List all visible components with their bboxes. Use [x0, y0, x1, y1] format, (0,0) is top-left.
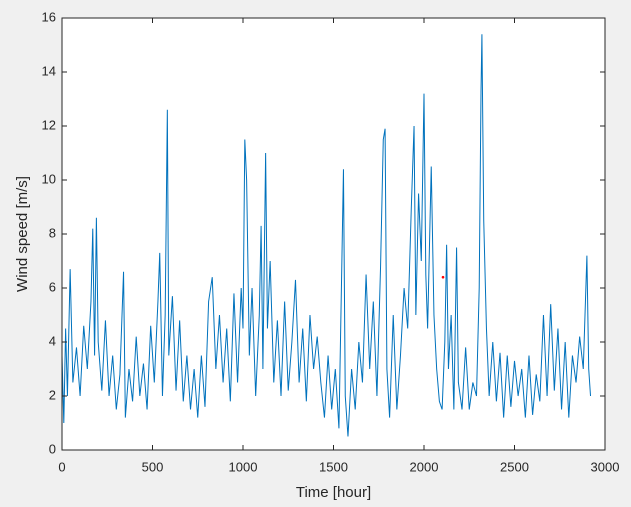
- x-tick-label: 1500: [319, 459, 348, 474]
- y-tick-label: 4: [49, 333, 56, 348]
- y-tick-label: 0: [49, 441, 56, 456]
- y-tick-label: 16: [42, 9, 56, 24]
- x-tick-label: 1000: [229, 459, 258, 474]
- y-tick-label: 10: [42, 171, 56, 186]
- x-tick-label: 500: [142, 459, 164, 474]
- y-tick-label: 6: [49, 279, 56, 294]
- x-tick-label: 2500: [500, 459, 529, 474]
- x-tick-label: 2000: [410, 459, 439, 474]
- plot-area: [62, 18, 605, 450]
- y-tick-label: 14: [42, 63, 56, 78]
- plot-layer: [61, 34, 592, 437]
- y-tick-label: 12: [42, 117, 56, 132]
- y-axis-label: Wind speed [m/s]: [14, 176, 31, 292]
- y-tick-label: 8: [49, 225, 56, 240]
- line: [61, 34, 592, 437]
- x-axis-label: Time [hour]: [296, 484, 371, 501]
- x-tick-label: 0: [58, 459, 65, 474]
- marker: [441, 275, 445, 279]
- x-tick-label: 3000: [591, 459, 620, 474]
- y-tick-label: 2: [49, 387, 56, 402]
